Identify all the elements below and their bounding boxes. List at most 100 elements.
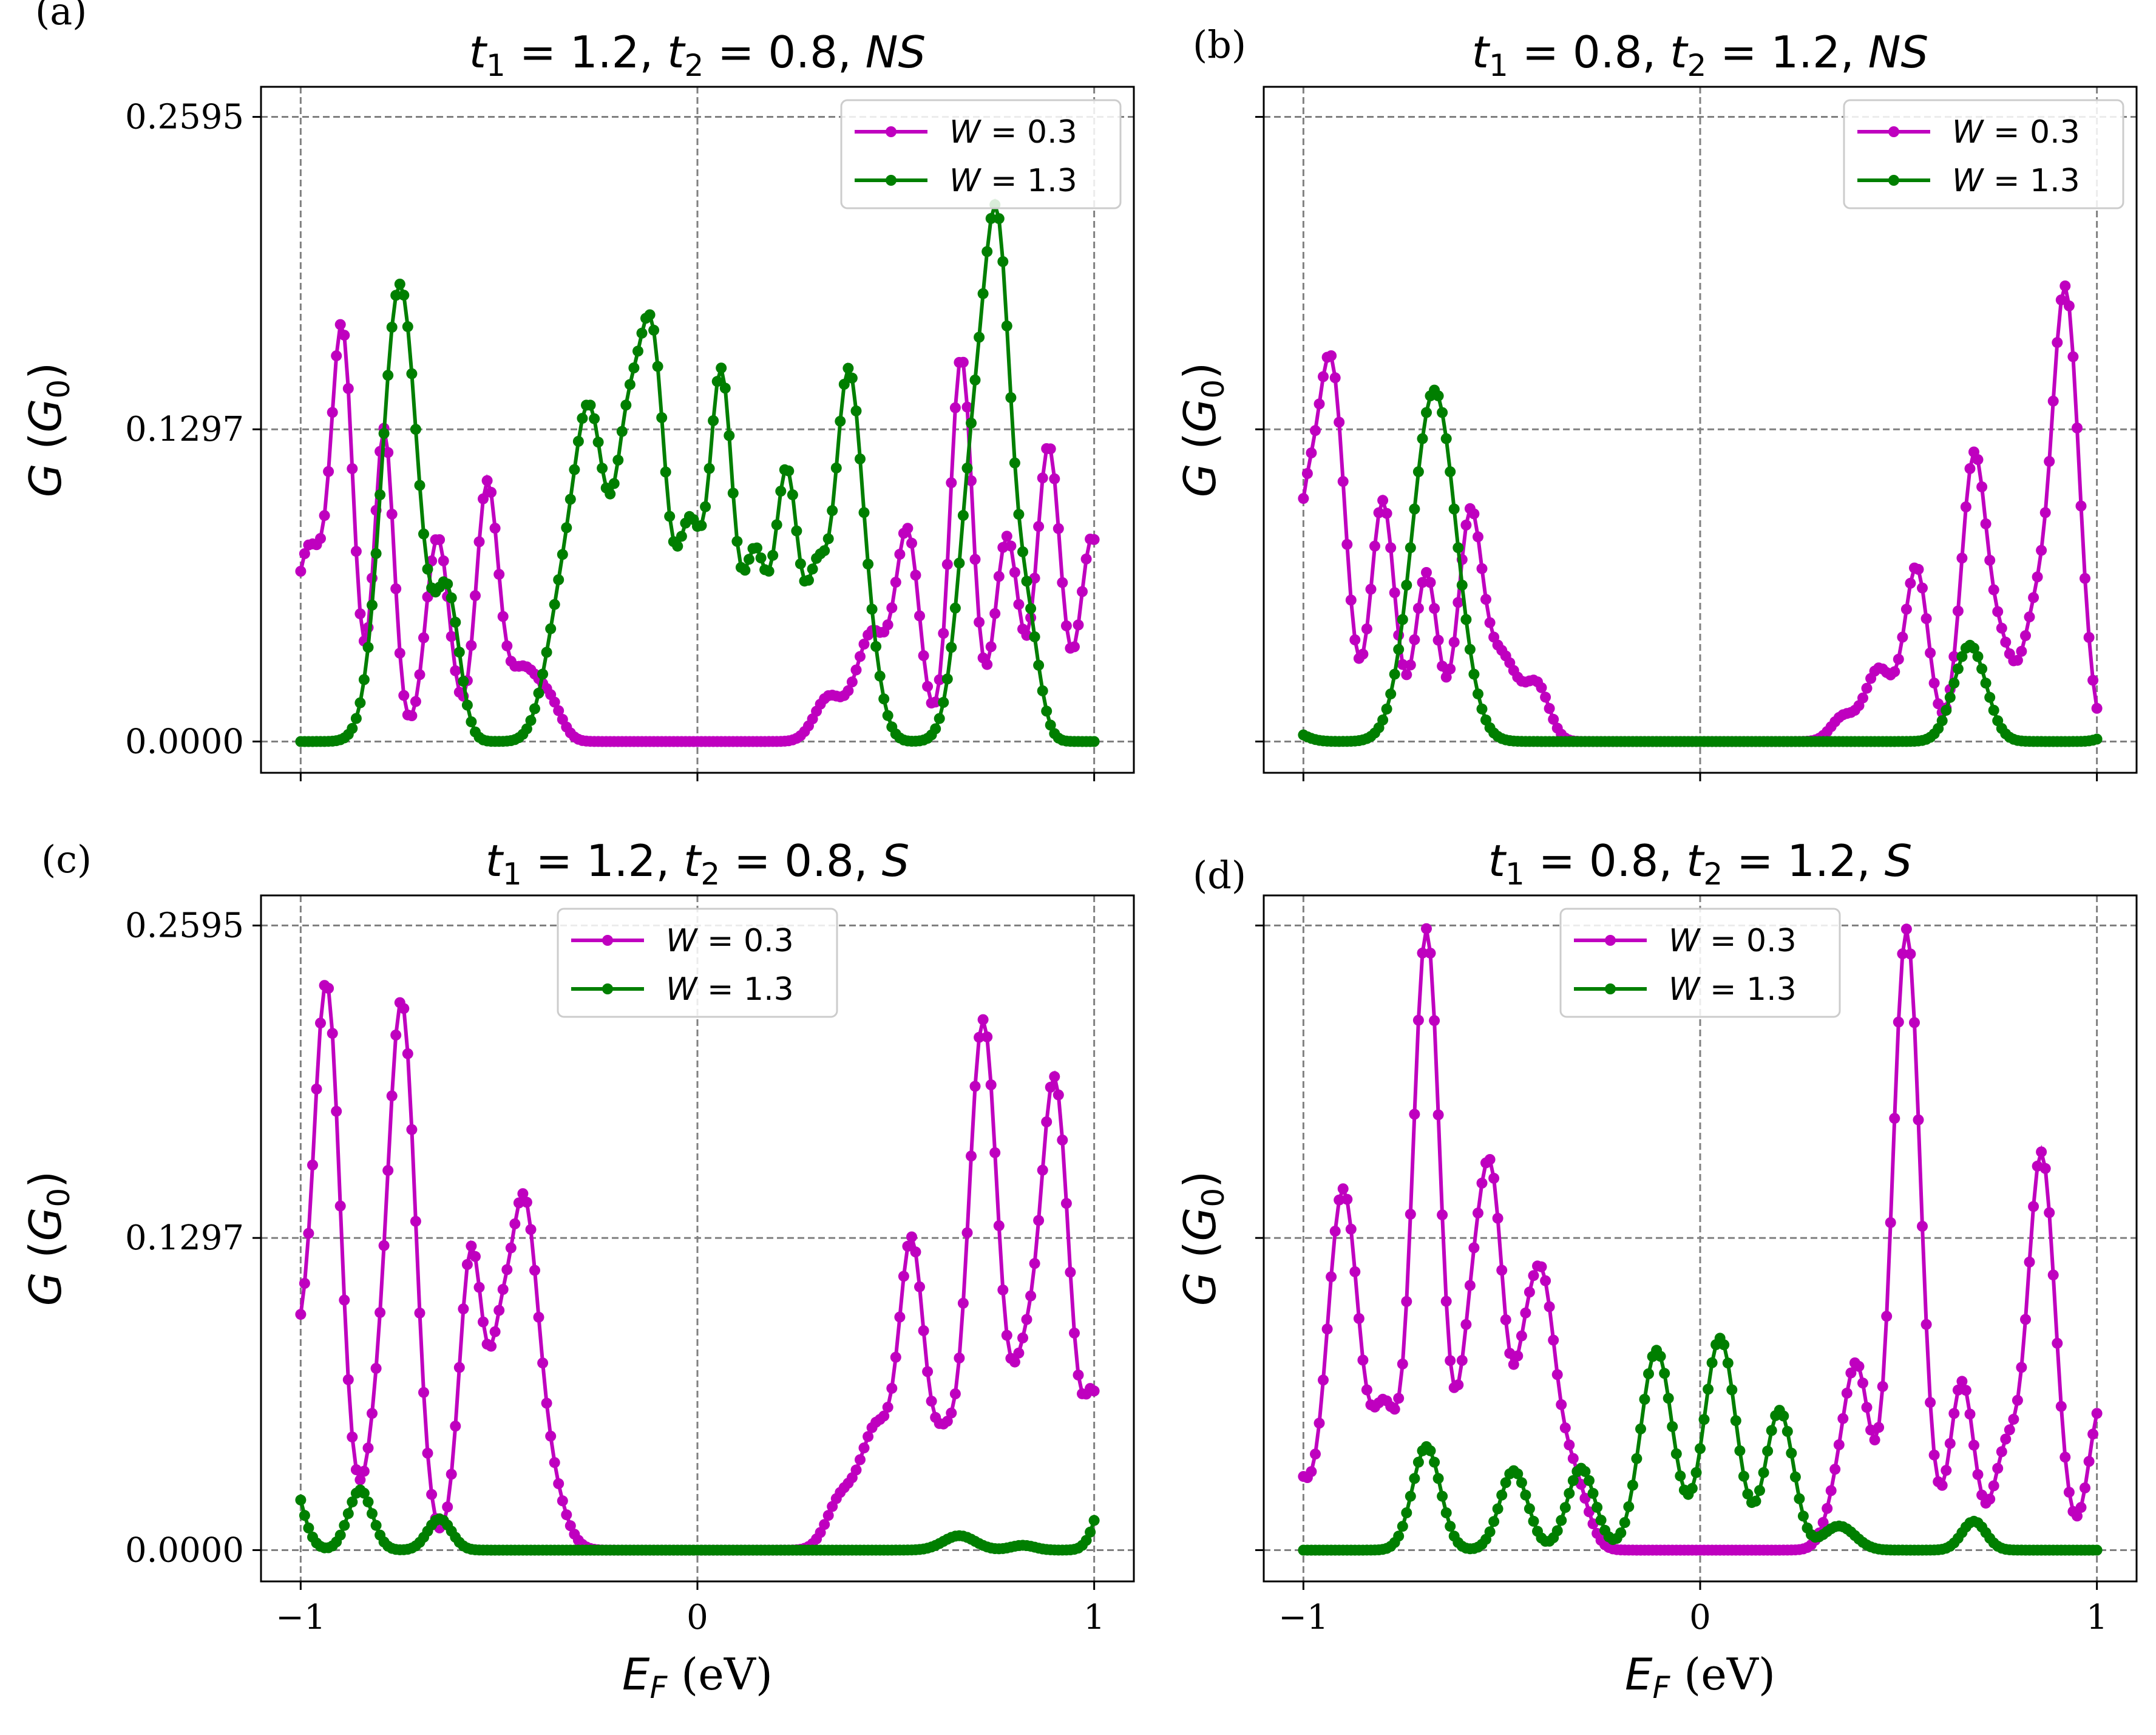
data-point [882,710,893,721]
data-point [1377,495,1389,506]
x-tick-label: −1 [1278,1598,1329,1637]
data-point [1496,1265,1508,1276]
data-point [1900,923,1912,935]
data-point [1381,703,1392,715]
data-point [1944,1438,1956,1449]
data-point [486,1340,497,1352]
data-point [398,690,410,701]
data-point [446,631,457,642]
data-point [1619,1517,1630,1528]
data-point [981,246,993,257]
data-point [362,1442,374,1454]
data-point [422,591,433,603]
data-point [585,399,596,411]
data-point [1869,1434,1880,1445]
data-point [1013,599,1025,610]
data-point [1956,552,1968,564]
data-point [347,722,358,734]
data-point [1567,1453,1579,1464]
data-point [1488,1516,1500,1527]
series-W1.3 [1298,384,2103,747]
data-point [620,399,632,411]
data-point [1401,579,1412,591]
data-point [711,376,723,387]
data-point [426,555,438,566]
data-point [1484,1154,1496,1165]
data-point [1496,1489,1508,1501]
legend-marker [1888,175,1899,186]
data-point [628,362,640,373]
data-point [922,681,934,692]
data-point [1829,1464,1841,1475]
data-point [1397,1521,1408,1532]
data-point [489,523,501,534]
data-point [1440,433,1452,444]
data-point [2075,1502,2087,1513]
data-point [1409,1473,1420,1484]
data-point [466,640,477,651]
data-point [1524,1286,1535,1298]
data-point [1393,643,1405,655]
data-point [545,1430,557,1442]
data-point [1001,1329,1012,1341]
data-point [354,1474,366,1485]
data-point [1440,671,1452,683]
data-point [1913,563,1924,575]
data-point [1456,579,1468,591]
data-point [1817,1516,1829,1528]
data-point [1425,577,1436,588]
data-point [334,1200,346,1212]
data-point [2016,1362,2027,1373]
data-point [739,565,751,576]
data-point [1412,1014,1424,1026]
data-point [426,1489,438,1500]
data-point [1412,603,1424,614]
data-point [410,696,421,707]
data-point [1009,1356,1020,1368]
data-point [501,640,513,651]
x-tick-label: 0 [1689,1598,1711,1637]
data-point [1397,659,1408,670]
data-point [966,1150,977,1162]
data-point [1996,622,2007,634]
data-point [315,533,326,544]
data-point [1984,691,1996,703]
series-W1.3 [295,1484,1100,1556]
data-point [997,256,1009,267]
data-point [410,424,421,435]
data-point [2024,1256,2035,1268]
data-point [803,574,814,586]
data-point [1540,1275,1551,1286]
data-point [974,616,985,628]
data-point [902,1240,914,1252]
legend-entry-W1.3: W = 1.3 [1574,971,1797,1008]
data-point [1917,582,1928,594]
data-point [985,641,997,653]
data-point [406,1124,418,1135]
data-point [2000,1433,2012,1445]
data-point [2063,1487,2075,1498]
data-point [394,279,405,290]
data-point [1686,1482,1698,1494]
data-point [624,379,636,390]
data-point [370,1519,382,1531]
data-point [1009,457,1020,469]
data-point [1060,1198,1072,1209]
data-point [1429,603,1440,614]
data-point [870,640,882,652]
panel-title: t1 = 0.8, t2 = 1.2, S [1488,835,1913,892]
data-point [2004,1424,2015,1436]
data-point [850,664,862,676]
data-point [1551,1369,1563,1380]
data-point [966,475,977,486]
data-point [1001,320,1012,331]
data-point [1369,540,1380,552]
data-point [1021,1314,1032,1325]
data-point [1377,715,1389,725]
data-point [981,659,993,670]
data-point [1073,619,1084,631]
data-point [1853,1360,1865,1372]
y-axis-label: G (G0) [20,1171,76,1306]
data-point [1544,703,1555,714]
